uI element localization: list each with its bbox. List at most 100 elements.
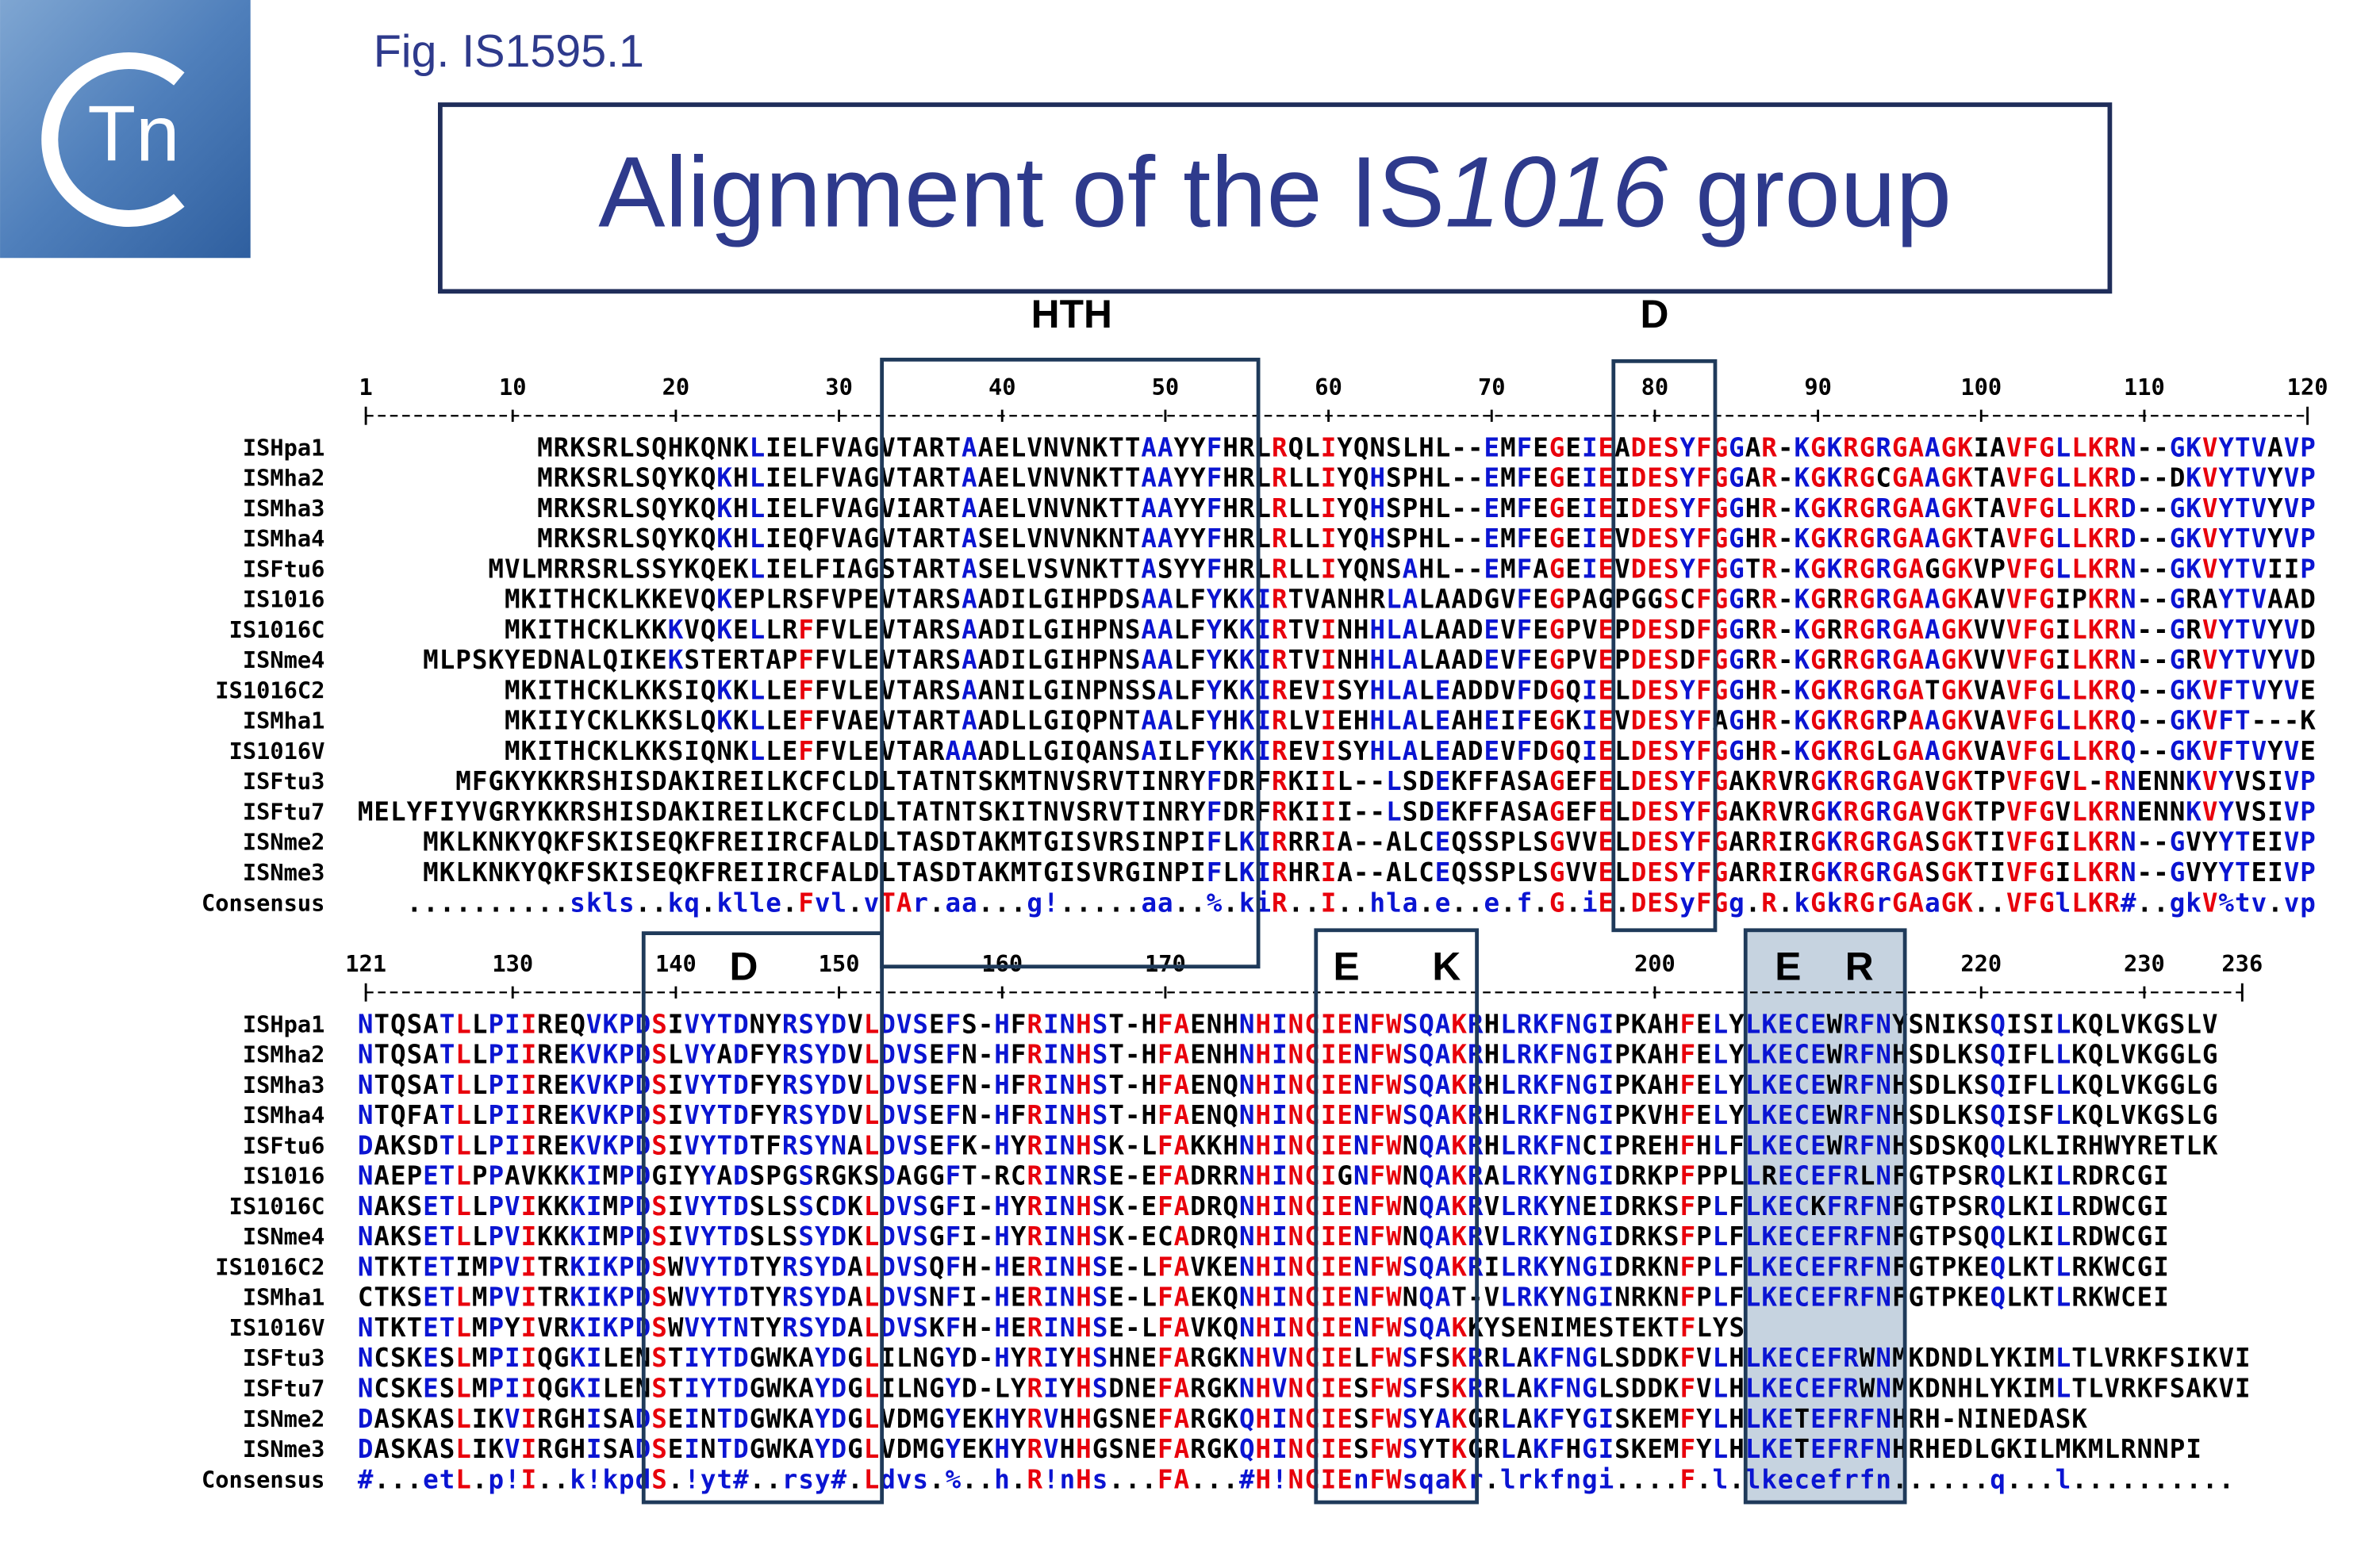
residue-run: RGH [537, 1434, 585, 1464]
sequence-name: ISMha2 [243, 1041, 325, 1068]
residue-run: y [1679, 888, 1695, 918]
residue-run: T [1795, 1404, 1810, 1434]
residue-run: VFG [2006, 615, 2055, 645]
residue-run: D [1679, 645, 1695, 675]
residue-run: KIKPD [570, 1252, 651, 1282]
residue-run: FW [1370, 1434, 1403, 1464]
residue-run: L [1713, 1283, 1729, 1313]
residue-run: AKS [374, 1221, 422, 1252]
residue-run: E [929, 1009, 945, 1039]
residue-run: V [505, 1404, 520, 1434]
residue-run: EKQ [1190, 1283, 1238, 1313]
residue-run: RG [1843, 585, 1875, 615]
residue-run: DVS [880, 1313, 928, 1343]
residue-run: R [1272, 554, 1288, 584]
residue-run: HRL [1223, 432, 1271, 462]
residue-run: E [1696, 1100, 1712, 1130]
residue-run: E [1533, 706, 1549, 736]
residue-run: S [651, 1070, 667, 1100]
residue-run: GK [1941, 585, 1974, 615]
residue-run: T [1745, 554, 1761, 584]
title-part: Alignment of the IS [598, 136, 1445, 248]
residue-run: I [1272, 1009, 1288, 1039]
title: Alignment of the IS1016 group [598, 136, 1952, 248]
residue-run: I- [962, 1283, 993, 1313]
residue-run: S [651, 1343, 667, 1373]
residue-run: NCIE [1288, 1283, 1353, 1313]
residue-run: QSSPLS [1451, 827, 1548, 857]
ruler-number: 90 [1804, 374, 1832, 401]
residue-run: MKDNDLYKIM [1892, 1343, 2055, 1373]
residue-run: LKEC [1745, 1191, 1810, 1221]
residue-run: R [1027, 1221, 1042, 1252]
residue-run: N [1353, 1221, 1369, 1252]
residue-run: V [1614, 554, 1630, 584]
residue-run: .. [750, 1464, 781, 1494]
residue-run: R [1027, 1070, 1042, 1100]
residue-run: GK [1941, 645, 1974, 675]
residue-run: R [1027, 1130, 1042, 1160]
residue-run: K [1827, 523, 1843, 554]
residue-run: FGTPSR [1892, 1191, 1990, 1221]
residue-run: Q [1990, 1191, 2006, 1221]
residue-run: VA [1974, 706, 2006, 736]
residue-run: S [1353, 1373, 1369, 1403]
residue-run: aa [946, 888, 977, 918]
residue-run: I [586, 1434, 602, 1464]
residue-run: R [1272, 432, 1288, 462]
residue-run: H [1745, 675, 1761, 705]
residue-run: RG [1843, 523, 1875, 554]
residue-run: L [1614, 796, 1630, 826]
residue-run: GK [2170, 523, 2202, 554]
residue-run: QA [1418, 1191, 1451, 1221]
residue-run: S [651, 1464, 667, 1494]
residue-run: E [1533, 645, 1549, 675]
residue-run: YQNSLHL-- [1337, 432, 1483, 462]
residue-run: H- [962, 1252, 993, 1282]
residue-run: F [798, 645, 814, 675]
residue-run: N [1353, 1252, 1369, 1282]
residue-run: GK [2170, 736, 2202, 766]
residue-run: DVS [880, 1040, 928, 1070]
residue-run: TKT [374, 1252, 422, 1282]
residue-run: F [1207, 766, 1223, 796]
residue-run: N [2121, 554, 2136, 584]
residue-run: VYTD [684, 1070, 748, 1100]
residue-run: F [946, 1009, 962, 1039]
consensus-name: Consensus [202, 889, 324, 916]
residue-run: LKR [2071, 463, 2120, 493]
residue-run: W [1827, 1040, 1843, 1070]
residue-run: Y [2267, 523, 2283, 554]
residue-run: LKECE [1745, 1070, 1826, 1100]
residue-run: gk [2170, 888, 2202, 918]
residue-run: VV [1974, 615, 2006, 645]
residue-run: R [1761, 615, 1777, 645]
residue-run: N- [962, 1040, 993, 1070]
residue-run: V [1696, 1343, 1712, 1373]
residue-run: R [1027, 1343, 1042, 1373]
residue-run: EV [1288, 675, 1320, 705]
residue-run: G [2170, 857, 2186, 888]
residue-run: I- [962, 1221, 993, 1252]
residue-run: A [962, 463, 977, 493]
residue-run: V [2202, 432, 2218, 462]
residue-run: A [1614, 432, 1630, 462]
residue-run: I [1321, 463, 1337, 493]
residue-run: DES [1631, 432, 1679, 462]
residue-run: GK [1941, 706, 1974, 736]
residue-run: GWKA [750, 1434, 815, 1464]
residue-run: H [1060, 1404, 1076, 1434]
residue-run: AA [1141, 585, 1173, 615]
residue-run: I [1321, 857, 1337, 888]
residue-run: H [1729, 1373, 1745, 1403]
residue-run: Q [1565, 736, 1581, 766]
residue-run: W [668, 1252, 684, 1282]
residue-run: I [1272, 1130, 1288, 1160]
residue-run: I [668, 1070, 684, 1100]
residue-run: DES [1631, 827, 1679, 857]
residue-run: N [2121, 585, 2136, 615]
residue-run: R [1875, 554, 1891, 584]
residue-run: R [1027, 1373, 1042, 1403]
residue-run: D [358, 1434, 374, 1464]
residue-run: L [864, 1100, 880, 1130]
